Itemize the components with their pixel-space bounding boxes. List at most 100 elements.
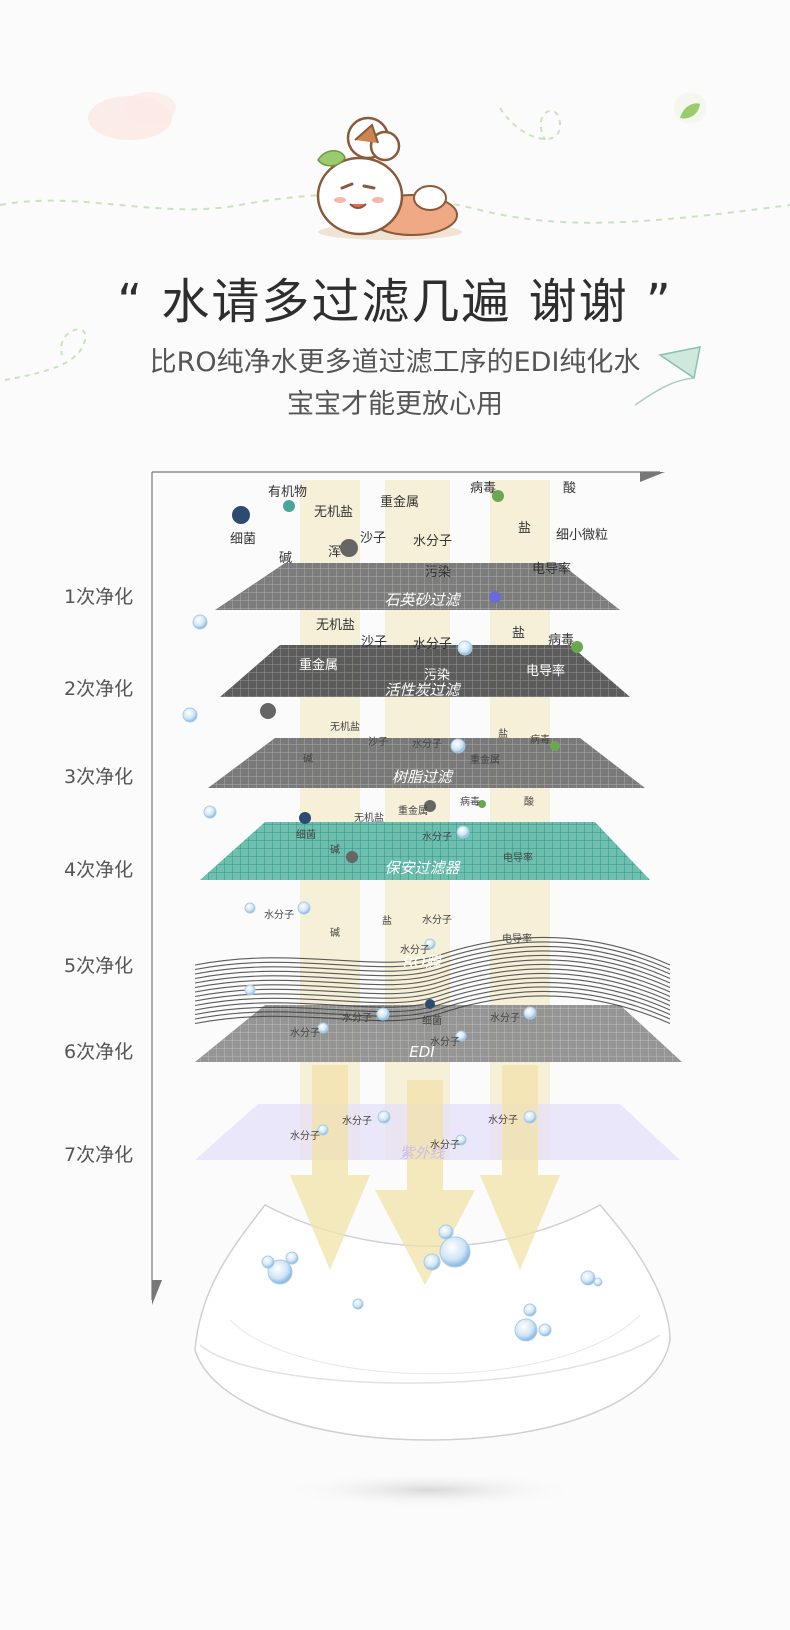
impurity-particle-icon bbox=[571, 641, 583, 653]
water-bubble-icon bbox=[203, 805, 217, 819]
layer-quartz-grid bbox=[215, 563, 620, 610]
impurity-label: 重金属 bbox=[398, 806, 428, 817]
down-arrows bbox=[290, 1065, 560, 1285]
water-bubble-icon bbox=[523, 1303, 537, 1317]
impurity-label: 病毒 bbox=[460, 797, 480, 808]
impurity-label: 碱 bbox=[330, 845, 340, 856]
water-bubble-icon bbox=[297, 901, 311, 915]
down-arrow bbox=[290, 1065, 370, 1270]
impurity-label: 污染 bbox=[425, 565, 452, 580]
impurity-label: 酸 bbox=[524, 797, 534, 808]
layer-edi-grid bbox=[195, 1005, 682, 1062]
leaf-icon bbox=[674, 92, 706, 124]
ro-membrane-line bbox=[194, 986, 671, 1016]
impurity-label: 沙子 bbox=[368, 737, 388, 748]
impurity-label: 细菌 bbox=[230, 532, 257, 547]
stage-label: 6次净化 bbox=[64, 1041, 134, 1063]
impurity-label: 盐 bbox=[498, 729, 508, 740]
water-bowl bbox=[194, 1204, 671, 1508]
impurity-label: 电导率 bbox=[532, 562, 572, 577]
layer-security-grid bbox=[200, 822, 650, 880]
impurity-particle-icon bbox=[340, 539, 358, 557]
ro-membrane-line bbox=[194, 977, 671, 1007]
water-bubble-icon bbox=[457, 640, 473, 656]
impurity-label: 有机物 bbox=[268, 485, 308, 500]
axis-frame bbox=[151, 471, 665, 1305]
layer-name-ro: RO膜 bbox=[403, 953, 441, 971]
water-bubble-icon bbox=[261, 1255, 275, 1269]
impurity-label: 无机盐 bbox=[314, 505, 354, 520]
layer-carbon-grid bbox=[220, 645, 630, 697]
impurity-label: 碱 bbox=[303, 754, 313, 765]
impurity-particle-icon bbox=[283, 500, 295, 512]
impurity-label: 碱 bbox=[279, 551, 293, 566]
impurity-label: 水分子 bbox=[422, 915, 452, 926]
page-title: “ 水请多过滤几遍 谢谢 ” bbox=[117, 274, 673, 330]
water-bubble-icon bbox=[423, 1253, 441, 1271]
impurity-label: 水分子 bbox=[430, 1037, 460, 1048]
impurity-label: 盐 bbox=[512, 626, 526, 641]
ro-membrane-line bbox=[194, 941, 671, 971]
impurity-label: 水分子 bbox=[342, 1013, 372, 1024]
impurity-label: 重金属 bbox=[470, 755, 500, 766]
water-bubble-icon bbox=[192, 614, 208, 630]
impurity-label: 无机盐 bbox=[330, 722, 360, 733]
water-bubble-icon bbox=[317, 1124, 329, 1136]
impurity-label: 酸 bbox=[563, 481, 577, 496]
down-arrow bbox=[480, 1065, 560, 1270]
impurity-label: 细菌 bbox=[296, 830, 316, 841]
layer-resin-grid bbox=[208, 738, 645, 788]
impurity-label: 沙子 bbox=[360, 531, 387, 546]
impurity-label: 污染 bbox=[424, 668, 451, 683]
layer-name-uv: 紫外线 bbox=[399, 1144, 445, 1162]
water-bubble-icon bbox=[455, 1030, 467, 1042]
layer-name-security: 保安过滤器 bbox=[384, 859, 460, 877]
ro-membrane-line bbox=[194, 950, 671, 980]
water-bubble-icon bbox=[439, 1236, 471, 1268]
impurity-label: 水分子 bbox=[264, 910, 294, 921]
impurity-label: 水分子 bbox=[400, 945, 430, 956]
stage-label: 4次净化 bbox=[64, 859, 134, 881]
ro-membrane-line bbox=[194, 990, 671, 1020]
ro-membrane-line bbox=[194, 981, 671, 1011]
decorative-cloud-left bbox=[88, 92, 176, 140]
impurity-label: 电导率 bbox=[526, 664, 566, 679]
stage-label: 1次净化 bbox=[64, 586, 134, 608]
impurity-label: 水分子 bbox=[413, 637, 453, 652]
water-bubble-icon bbox=[377, 1110, 391, 1124]
water-bubble-icon bbox=[514, 1318, 538, 1342]
dashed-swirl-left bbox=[4, 328, 87, 381]
impurity-particle-icon bbox=[492, 490, 504, 502]
stage-label: 5次净化 bbox=[64, 955, 134, 977]
water-bubble-icon bbox=[593, 1277, 603, 1287]
impurity-label: 电导率 bbox=[502, 934, 532, 945]
impurity-label: 水分子 bbox=[490, 1013, 520, 1024]
water-bubble-icon bbox=[244, 902, 256, 914]
subtitle-line-1: 比RO纯净水更多道过滤工序的EDI纯化水 bbox=[149, 347, 641, 378]
ro-membrane-line bbox=[194, 936, 671, 966]
water-bubble-icon bbox=[317, 1022, 329, 1034]
ro-membrane-line bbox=[194, 968, 671, 998]
water-bubble-icon bbox=[523, 1110, 537, 1124]
impurity-label: 病毒 bbox=[548, 633, 575, 648]
water-bubble-icon bbox=[352, 1298, 364, 1310]
layer-name-edi: EDI bbox=[409, 1043, 435, 1061]
impurity-particle-icon bbox=[299, 812, 311, 824]
impurity-label: 细菌 bbox=[422, 1016, 442, 1027]
impurity-label: 水分子 bbox=[342, 1116, 372, 1127]
impurity-label: 水分子 bbox=[488, 1115, 518, 1126]
dashed-swirl-right bbox=[499, 107, 562, 141]
water-bubble-icon bbox=[456, 825, 470, 839]
impurity-label: 细小微粒 bbox=[556, 528, 609, 543]
water-bubble-icon bbox=[438, 1224, 454, 1240]
impurity-label: 水分子 bbox=[430, 1140, 460, 1151]
water-bubble-icon bbox=[455, 1134, 467, 1146]
layer-name-resin: 树脂过滤 bbox=[391, 768, 453, 786]
impurity-particle-icon bbox=[424, 800, 436, 812]
layer-name-carbon: 活性炭过滤 bbox=[384, 681, 460, 699]
impurity-label: 盐 bbox=[518, 521, 532, 536]
impurity-particle-icon bbox=[232, 506, 250, 524]
stage-label: 2次净化 bbox=[64, 678, 134, 700]
impurity-particle-icon bbox=[425, 999, 435, 1009]
